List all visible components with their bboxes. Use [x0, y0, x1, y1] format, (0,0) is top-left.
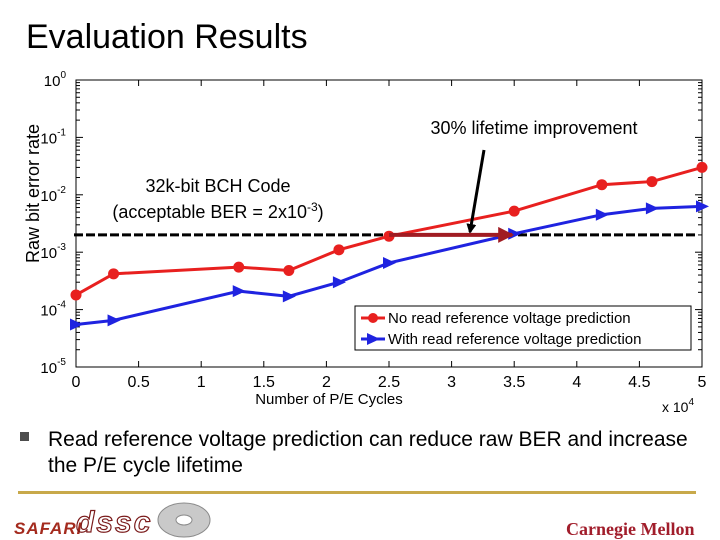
bullet-marker [20, 432, 29, 441]
data-point [646, 176, 658, 188]
x-tick-label: 4 [572, 374, 581, 391]
x-tick-label: 2.5 [378, 374, 400, 391]
legend-entry: No read reference voltage prediction [361, 310, 631, 327]
acceptable-ber-label: (acceptable BER = 2x10-3) [112, 200, 323, 222]
y-tick-label: 10-4 [40, 300, 66, 320]
y-tick-label: 100 [44, 70, 67, 90]
improvement-pointer-arrow [466, 149, 486, 234]
legend-marker [368, 313, 378, 323]
series-line [75, 204, 703, 326]
x-multiplier-label: x 104 [662, 397, 694, 415]
data-point [107, 314, 121, 327]
y-tick-label: 10-1 [40, 127, 66, 147]
data-point [232, 285, 246, 298]
data-point [645, 202, 659, 215]
x-tick-label: 3 [447, 374, 456, 391]
carnegie-mellon-logo: Carnegie Mellon [566, 519, 695, 539]
data-point [595, 208, 609, 221]
data-point [332, 276, 346, 289]
y-tick-label: 10-3 [40, 242, 66, 262]
data-point [108, 268, 120, 280]
legend-label: No read reference voltage prediction [388, 310, 631, 327]
x-tick-label: 4.5 [628, 374, 650, 391]
y-tick-label: 10-5 [40, 357, 66, 377]
x-tick-label: 0 [72, 374, 81, 391]
data-point [282, 290, 296, 303]
legend-marker [367, 333, 380, 345]
y-axis-label: Raw bit error rate [23, 124, 43, 263]
legend-label: With read reference voltage prediction [388, 331, 641, 348]
data-point [70, 289, 82, 301]
ber-chart: 0 0.5 1 1.5 2 2.5 3 3.5 4 4.5 5 100 10-1 10-2 10-3 10-4… [23, 70, 709, 415]
safari-logo: SAFARI [14, 519, 83, 538]
bch-code-label: 32k-bit BCH Code [145, 176, 290, 196]
legend-entry: With read reference voltage prediction [361, 331, 641, 348]
y-tick-label: 10-2 [40, 185, 66, 205]
data-point [333, 244, 345, 256]
x-tick-label: 1.5 [253, 374, 275, 391]
footer-rule [18, 491, 696, 494]
legend-box [354, 305, 692, 351]
data-point [696, 161, 708, 173]
data-point [70, 318, 83, 331]
series-line [75, 165, 703, 297]
slide-title: Evaluation Results [26, 18, 308, 56]
series-no-prediction [70, 161, 708, 301]
x-axis-label: Number of P/E Cycles [255, 391, 403, 408]
lifetime-improvement-label: 30% lifetime improvement [430, 118, 637, 138]
series-with-prediction [70, 200, 709, 331]
dssc-logo: dssc [75, 502, 211, 540]
x-tick-label: 2 [322, 374, 331, 391]
data-point [283, 264, 295, 276]
x-tick-label: 0.5 [127, 374, 149, 391]
x-tick-label: 1 [197, 374, 206, 391]
dssc-logo-text: dssc [76, 506, 152, 539]
x-tick-label: 5 [698, 374, 707, 391]
data-point [233, 261, 245, 273]
data-point [596, 179, 608, 191]
data-point [508, 205, 520, 217]
bullet-text: Read reference voltage prediction can re… [48, 428, 688, 477]
x-tick-label: 3.5 [503, 374, 525, 391]
data-point [696, 200, 709, 213]
data-point [383, 256, 396, 269]
